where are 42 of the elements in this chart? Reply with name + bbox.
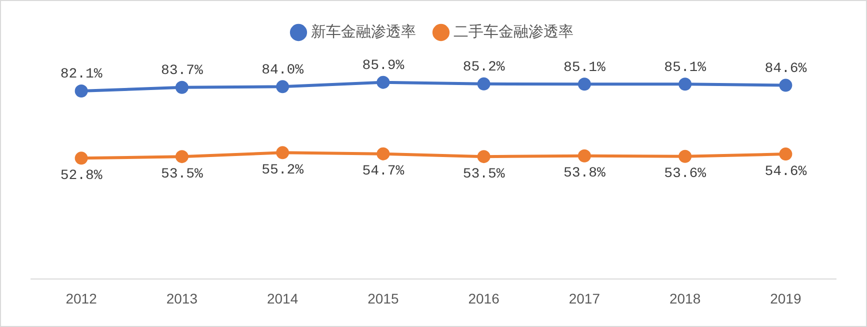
point — [376, 76, 390, 89]
point — [477, 77, 490, 90]
data-label: 82.1% — [60, 66, 103, 83]
x-tick-label: 2019 — [770, 290, 802, 306]
data-label: 85.9% — [362, 58, 405, 74]
data-label: 85.1% — [563, 60, 606, 76]
x-tick-label: 2017 — [568, 290, 600, 306]
x-tick-label: 2014 — [266, 290, 298, 306]
point — [678, 150, 692, 163]
data-label: 84.0% — [262, 62, 304, 78]
point — [276, 80, 290, 94]
x-tick-label: 2012 — [66, 290, 98, 306]
data-label: 54.6% — [764, 164, 808, 180]
data-label: 84.6% — [764, 61, 808, 77]
data-label: 52.8% — [60, 168, 103, 184]
data-label: 53.5% — [462, 166, 506, 182]
data-label: 53.5% — [160, 166, 204, 182]
data-label: 85.2% — [462, 60, 506, 76]
point — [578, 78, 591, 91]
x-tick-label: 2013 — [166, 290, 198, 306]
x-tick-label: 2016 — [468, 290, 500, 306]
legend-label: 新车金融渗透率 — [311, 22, 416, 40]
point — [175, 150, 188, 164]
data-label: 53.8% — [563, 166, 606, 182]
data-label: 53.6% — [664, 166, 707, 182]
point — [276, 146, 290, 160]
data-label: 54.7% — [362, 164, 405, 180]
point — [74, 152, 88, 165]
point — [74, 84, 88, 98]
x-tick-label: 2015 — [368, 290, 399, 306]
point — [477, 150, 490, 164]
data-label: 55.2% — [262, 162, 304, 178]
legend-label: 二手车金融渗透率 — [454, 22, 574, 40]
point — [578, 149, 591, 162]
point — [779, 78, 792, 92]
point — [678, 78, 692, 91]
point — [376, 147, 390, 160]
x-tick-label: 2018 — [669, 290, 701, 306]
point — [779, 148, 792, 161]
data-label: 83.7% — [160, 63, 204, 80]
point — [175, 80, 188, 94]
data-label: 85.1% — [664, 60, 707, 76]
